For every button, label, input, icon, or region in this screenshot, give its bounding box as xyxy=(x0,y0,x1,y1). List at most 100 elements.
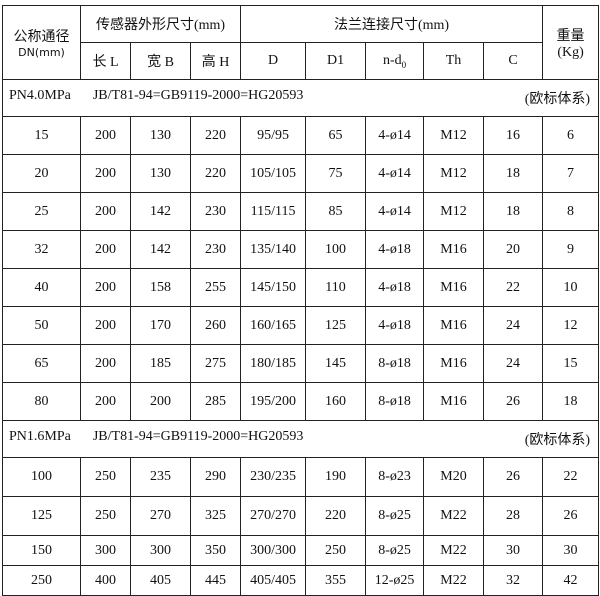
table-cell: 180/185 xyxy=(240,344,307,383)
table-cell: 250 xyxy=(2,565,81,596)
table-cell: 275 xyxy=(189,344,242,383)
table-row: 15 200 130 220 95/95 65 4-ø14 M12 16 6 xyxy=(2,116,600,155)
table-cell: 65 xyxy=(305,116,367,155)
table-cell: 220 xyxy=(305,496,367,536)
table-cell: 300/300 xyxy=(240,535,307,566)
table-cell: M16 xyxy=(423,268,485,307)
header-row-1: 公称通径 DN(mm) 传感器外形尺寸(mm) 法兰连接尺寸(mm) 重量 (Kg) xyxy=(2,5,600,80)
flange-group-header: 法兰连接尺寸(mm) xyxy=(240,5,544,43)
table-cell: 200 xyxy=(80,154,131,193)
table-row: 50 200 170 260 160/165 125 4-ø18 M16 24 12 xyxy=(2,306,600,345)
table-cell: M12 xyxy=(423,154,485,193)
table-cell: 142 xyxy=(130,230,191,269)
table-cell: 50 xyxy=(2,306,81,345)
table-cell: 325 xyxy=(189,496,242,536)
nd-label: n-d xyxy=(382,52,402,68)
table-cell: 270/270 xyxy=(240,496,307,536)
table-cell: 250 xyxy=(80,496,131,536)
table-cell: 20 xyxy=(2,154,81,193)
table-cell: 8-ø25 xyxy=(365,535,425,566)
table-cell: 125 xyxy=(305,306,367,345)
table-cell: 65 xyxy=(2,344,81,383)
system-label: (欧标体系) xyxy=(524,433,591,448)
table-row: 80 200 200 285 195/200 160 8-ø18 M16 26 18 xyxy=(2,382,600,421)
table-cell: 200 xyxy=(130,382,191,421)
table-cell: 8-ø23 xyxy=(365,457,425,497)
table-row: 65 200 185 275 180/185 145 8-ø18 M16 24 15 xyxy=(2,344,600,383)
table-cell: 8-ø25 xyxy=(365,496,425,536)
table-cell: 115/115 xyxy=(240,192,307,231)
table-cell: 405 xyxy=(130,565,191,596)
nd-subscript: 0 xyxy=(401,59,407,70)
table-cell: 8 xyxy=(542,192,600,231)
pressure-label: PN1.6MPa xyxy=(9,429,71,444)
table-cell: 4-ø18 xyxy=(365,268,425,307)
table-cell: 190 xyxy=(305,457,367,497)
table-row: 125 250 270 325 270/270 220 8-ø25 M22 28 26 xyxy=(2,496,600,536)
table-cell: 270 xyxy=(130,496,191,536)
table-cell: 7 xyxy=(542,154,600,193)
col-c: C xyxy=(483,42,544,80)
table-cell: 350 xyxy=(189,535,242,566)
col-height: 高 H xyxy=(189,42,242,80)
table-cell: 95/95 xyxy=(240,116,307,155)
table-cell: 32 xyxy=(483,565,544,596)
section-header: PN4.0MPa JB/T81-94=GB9119-2000=HG20593 (欧标… xyxy=(1,79,600,117)
table-cell: 4-ø18 xyxy=(365,306,425,345)
table-cell: 135/140 xyxy=(240,230,307,269)
pressure-label: PN4.0MPa xyxy=(9,88,71,103)
table-cell: 290 xyxy=(189,457,242,497)
table-cell: M22 xyxy=(423,565,485,596)
table-cell: 158 xyxy=(130,268,191,307)
table-cell: 40 xyxy=(2,268,81,307)
table-cell: M16 xyxy=(423,382,485,421)
table-row: 250 400 405 445 405/405 355 12-ø25 M22 32 42 xyxy=(2,565,600,596)
table-cell: 355 xyxy=(305,565,367,596)
table-cell: 32 xyxy=(2,230,81,269)
table-cell: 28 xyxy=(483,496,544,536)
table-cell: 26 xyxy=(483,457,544,497)
table-cell: M22 xyxy=(423,496,485,536)
table-cell: 405/405 xyxy=(240,565,307,596)
table-cell: 8-ø18 xyxy=(365,382,425,421)
table-cell: 250 xyxy=(305,535,367,566)
table-cell: 4-ø14 xyxy=(365,154,425,193)
table-row: 40 200 158 255 145/150 110 4-ø18 M16 22 10 xyxy=(2,268,600,307)
table-cell: 230 xyxy=(189,192,242,231)
table-cell: 85 xyxy=(305,192,367,231)
table-cell: M22 xyxy=(423,535,485,566)
section-row: PN4.0MPa JB/T81-94=GB9119-2000=HG20593 (欧标… xyxy=(1,79,600,117)
table-cell: 200 xyxy=(80,192,131,231)
table-cell: 220 xyxy=(189,154,242,193)
table-cell: 30 xyxy=(483,535,544,566)
table-cell: 30 xyxy=(542,535,600,566)
table-cell: 200 xyxy=(80,116,131,155)
table-cell: 285 xyxy=(189,382,242,421)
standard-label: JB/T81-94=GB9119-2000=HG20593 xyxy=(92,429,304,444)
header-row-2: 长 L 宽 B 高 H D D1 n-d0 Th C xyxy=(3,42,599,80)
table-cell: M20 xyxy=(423,457,485,497)
table-cell: 20 xyxy=(483,230,544,269)
table-cell: M16 xyxy=(423,306,485,345)
table-cell: 130 xyxy=(130,154,191,193)
table-cell: 26 xyxy=(542,496,600,536)
table-row: 25 200 142 230 115/115 85 4-ø14 M12 18 8 xyxy=(2,192,600,231)
section-header: PN1.6MPa JB/T81-94=GB9119-2000=HG20593 (欧标… xyxy=(1,420,600,458)
table-cell: 145 xyxy=(305,344,367,383)
dn-label: 公称通径 xyxy=(13,30,70,45)
system-label: (欧标体系) xyxy=(524,92,591,107)
table-cell: 12-ø25 xyxy=(365,565,425,596)
table-cell: 105/105 xyxy=(240,154,307,193)
sensor-group-header: 传感器外形尺寸(mm) xyxy=(79,5,242,43)
dn-unit: DN(mm) xyxy=(18,46,65,59)
table-cell: 110 xyxy=(305,268,367,307)
table-cell: 260 xyxy=(189,306,242,345)
table-cell: 26 xyxy=(483,382,544,421)
table-cell: 24 xyxy=(483,344,544,383)
col-d: D xyxy=(240,42,307,80)
standard-label: JB/T81-94=GB9119-2000=HG20593 xyxy=(92,88,304,103)
dn-header: 公称通径 DN(mm) xyxy=(2,5,81,80)
table-cell: 15 xyxy=(542,344,600,383)
table-cell: 200 xyxy=(80,344,131,383)
table-cell: M16 xyxy=(423,344,485,383)
